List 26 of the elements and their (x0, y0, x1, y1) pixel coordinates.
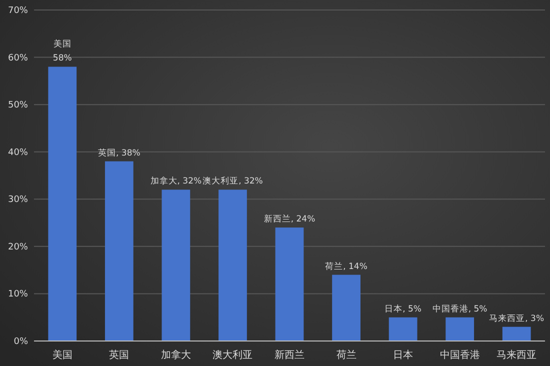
x-tick-label: 美国 (52, 349, 72, 361)
x-tick-label: 新西兰 (274, 349, 304, 361)
x-tick-label: 英国 (109, 349, 130, 361)
data-label: 马来西亚, 3% (489, 312, 544, 324)
y-tick-label: 40% (8, 148, 28, 158)
x-tick-label: 日本 (393, 349, 414, 361)
x-tick-label: 加拿大 (160, 349, 191, 361)
data-label: 澳大利亚, 32% (202, 176, 263, 187)
x-tick-label: 荷兰 (336, 349, 356, 361)
y-tick-label: 50% (8, 100, 28, 111)
data-label: 日本, 5% (384, 303, 422, 314)
data-label: 美国 58% (52, 38, 72, 64)
y-tick-label: 10% (8, 290, 28, 300)
y-tick-label: 30% (8, 195, 28, 206)
data-label: 荷兰, 14% (325, 260, 368, 272)
y-tick-label: 60% (8, 53, 28, 64)
data-label: 中国香港, 5% (432, 303, 488, 314)
y-tick-label: 20% (8, 242, 28, 252)
x-tick-label: 中国香港 (440, 349, 480, 361)
x-tick-label: 马来西亚 (496, 349, 537, 361)
data-label: 英国, 38% (98, 147, 140, 158)
y-tick-label: 0% (14, 337, 28, 347)
data-label: 加拿大, 32% (150, 176, 202, 187)
y-tick-label: 70% (8, 6, 28, 16)
data-label: 新西兰, 24% (264, 214, 316, 225)
x-tick-label: 澳大利亚 (212, 349, 253, 361)
